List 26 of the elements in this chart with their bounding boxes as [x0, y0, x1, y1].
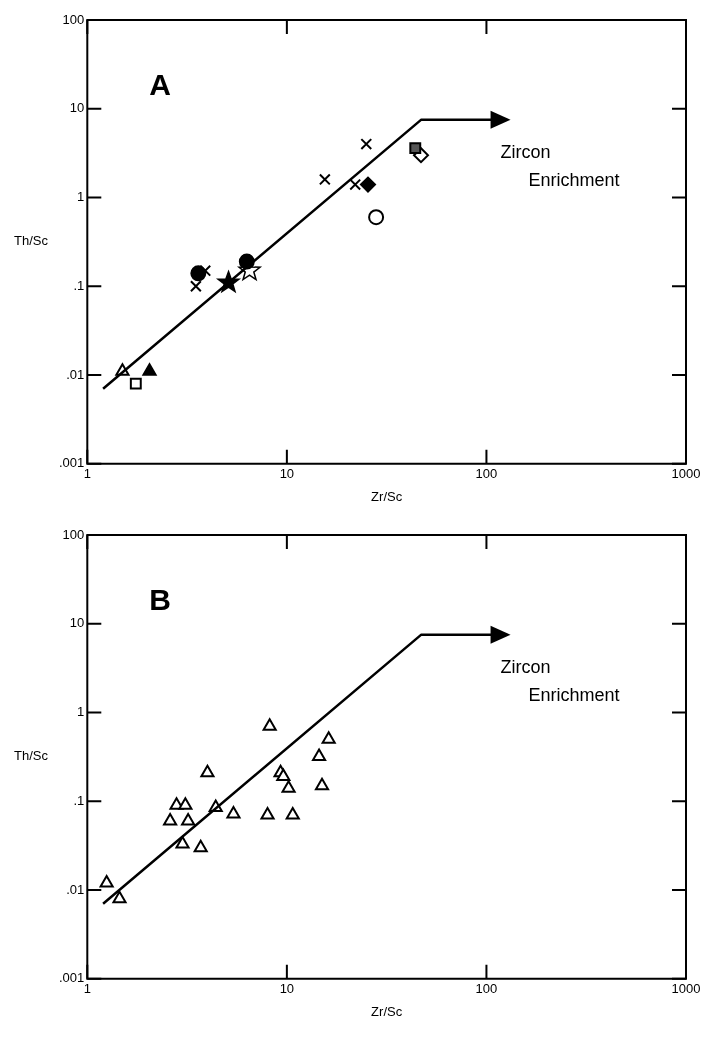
y-axis-title: Th/Sc	[14, 233, 49, 249]
y-tick-label: 100	[62, 526, 85, 542]
y-tick-label: 1	[77, 189, 85, 205]
y-tick-label: 10	[69, 615, 85, 631]
x-tick-label: 1000	[671, 981, 701, 997]
y-tick-label: 1	[77, 704, 85, 720]
y-tick-label: .001	[58, 455, 85, 471]
text: A	[149, 68, 171, 102]
x-tick-label: 10	[279, 466, 295, 482]
y-tick-label: .01	[66, 366, 85, 382]
annotation: Zircon Enrichment	[500, 657, 620, 705]
y-tick-label: .1	[73, 792, 85, 808]
x-axis-title: Zr/Sc	[371, 1003, 403, 1019]
annotation: Zircon Enrichment	[500, 142, 620, 190]
x-tick-label: 100	[475, 466, 498, 482]
x-tick-label: 100	[475, 981, 498, 997]
x-tick-label: 10	[279, 981, 295, 997]
y-tick-label: 10	[69, 100, 85, 116]
y-tick-label: .01	[66, 881, 85, 897]
x-tick-label: 1000	[671, 466, 701, 482]
x-axis-title: Zr/Sc	[371, 488, 403, 504]
y-tick-label: .1	[73, 277, 85, 293]
y-tick-label: .001	[58, 970, 85, 986]
text: B	[149, 583, 171, 617]
y-tick-label: 100	[62, 11, 85, 27]
y-axis-title: Th/Sc	[14, 748, 49, 764]
